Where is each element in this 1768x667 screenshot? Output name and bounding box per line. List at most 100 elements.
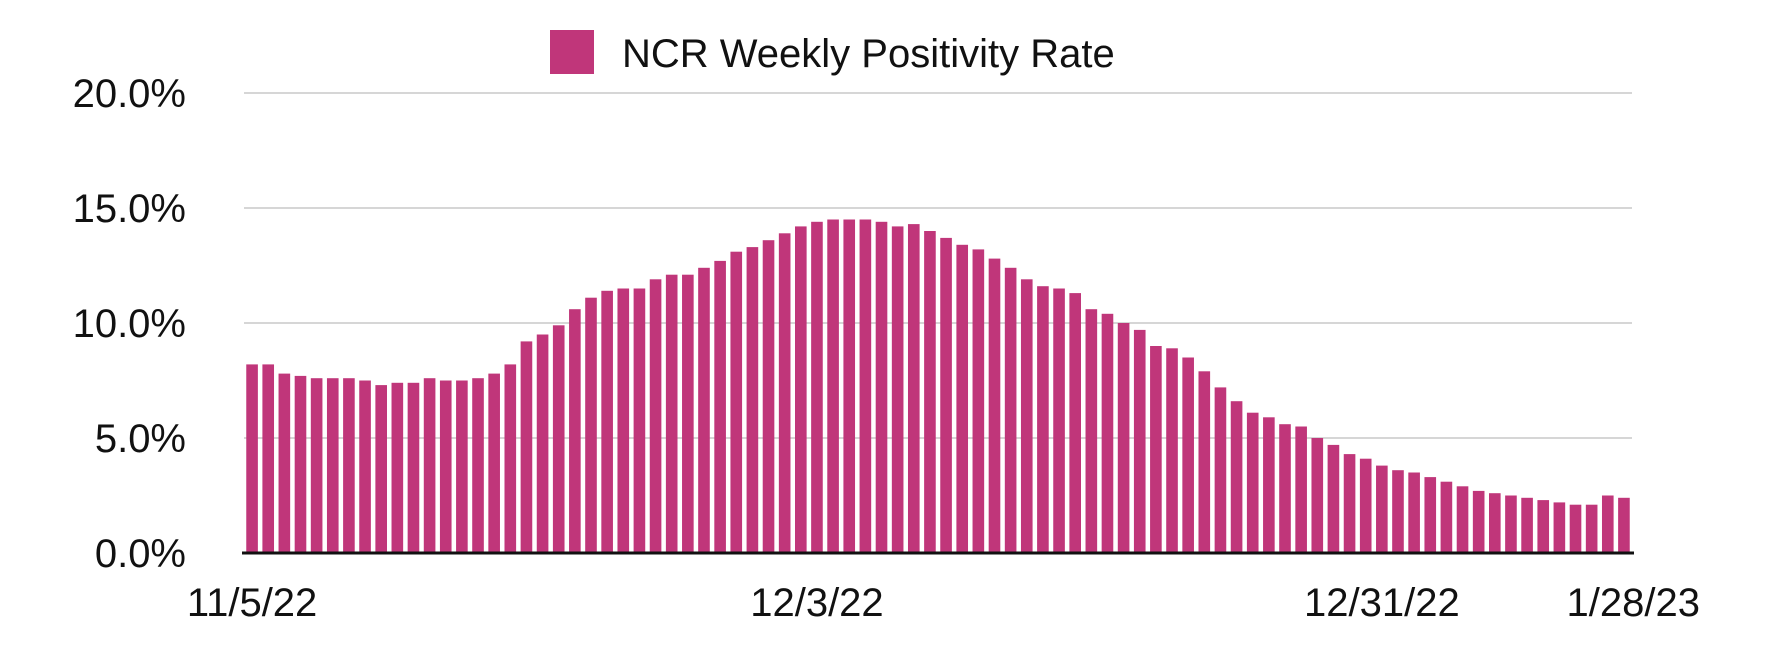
bar <box>456 380 468 553</box>
bar <box>988 258 1001 553</box>
bar <box>714 260 726 553</box>
bar <box>1246 412 1259 553</box>
bar <box>472 378 484 553</box>
bar <box>1440 481 1453 553</box>
bar <box>1537 500 1550 553</box>
bar <box>1521 497 1533 553</box>
bar <box>1214 387 1227 553</box>
bar <box>972 249 985 553</box>
bar <box>1327 444 1340 553</box>
bar <box>665 274 678 553</box>
bar <box>246 364 258 553</box>
bar <box>359 380 371 553</box>
bar <box>698 267 710 553</box>
y-tick-label: 20.0% <box>73 72 186 116</box>
x-tick-label: 1/28/23 <box>1567 581 1700 625</box>
bar <box>730 251 743 553</box>
bar <box>1585 504 1598 553</box>
bar <box>1505 495 1517 553</box>
bar <box>1166 348 1178 553</box>
bar <box>1472 490 1485 553</box>
bar <box>536 334 549 553</box>
bar <box>1085 309 1098 553</box>
bar <box>1182 357 1194 553</box>
bar <box>1150 346 1162 553</box>
y-tick-label: 0.0% <box>95 532 186 576</box>
bar <box>649 279 662 553</box>
bar <box>1263 417 1275 553</box>
bar <box>827 219 839 553</box>
bar <box>520 341 533 553</box>
bar <box>1069 293 1081 553</box>
bar <box>1133 329 1146 553</box>
legend-swatch <box>550 30 594 74</box>
bar <box>1101 313 1114 553</box>
bar <box>1359 458 1372 553</box>
bar <box>1343 454 1356 553</box>
bar <box>843 219 856 553</box>
bar <box>1489 493 1501 553</box>
bar <box>1053 288 1065 553</box>
bar <box>1408 472 1420 553</box>
x-tick-label: 12/31/22 <box>1304 581 1460 625</box>
bar <box>407 382 420 553</box>
bar <box>1618 497 1630 553</box>
bar <box>488 373 500 553</box>
bar <box>940 237 952 553</box>
bar <box>1601 495 1614 553</box>
bar <box>1553 502 1566 553</box>
bar <box>375 385 387 553</box>
bar <box>1456 486 1469 553</box>
bar <box>601 290 613 553</box>
bar <box>1037 286 1049 553</box>
bar <box>617 288 630 553</box>
bar <box>569 309 581 553</box>
x-tick-label: 11/5/22 <box>187 581 318 625</box>
bar <box>1311 438 1324 553</box>
bar <box>1424 477 1437 553</box>
bar <box>859 219 872 553</box>
bar <box>423 378 436 553</box>
bar <box>924 231 936 553</box>
bar <box>294 375 307 553</box>
bar <box>504 364 517 553</box>
bar <box>1295 426 1307 553</box>
bar <box>907 224 920 553</box>
bar <box>1569 504 1582 553</box>
bar <box>1198 371 1211 553</box>
y-axis-tick-labels: 0.0% 5.0% 10.0% 15.0% 20.0% <box>73 72 186 576</box>
bar <box>310 378 323 553</box>
bar <box>633 288 646 553</box>
bar <box>778 233 791 554</box>
bar <box>262 364 275 553</box>
legend: NCR Weekly Positivity Rate <box>550 30 1115 76</box>
x-tick-label: 12/3/22 <box>750 581 883 625</box>
bar <box>891 226 904 553</box>
bar <box>326 378 339 553</box>
bar <box>795 226 807 553</box>
bar <box>278 373 291 553</box>
bar <box>956 244 969 554</box>
y-tick-label: 15.0% <box>73 187 186 231</box>
bar <box>1392 470 1404 553</box>
bar <box>682 274 694 553</box>
bar <box>1020 279 1033 553</box>
bar <box>391 382 404 553</box>
bar <box>439 380 452 553</box>
x-axis-tick-labels: 11/5/22 12/3/22 12/31/22 1/28/23 <box>187 581 1700 625</box>
bar <box>811 221 823 554</box>
y-tick-label: 5.0% <box>95 417 186 461</box>
bar <box>1117 323 1130 553</box>
bar <box>585 297 597 553</box>
bar <box>1279 424 1291 553</box>
y-tick-label: 10.0% <box>73 302 186 346</box>
bar <box>875 221 888 554</box>
bar <box>1376 465 1388 553</box>
gridlines <box>244 92 1632 439</box>
bar <box>1230 401 1243 553</box>
bar-series <box>246 219 1630 554</box>
bar <box>762 240 775 553</box>
bar <box>1004 267 1017 553</box>
legend-label: NCR Weekly Positivity Rate <box>622 32 1115 76</box>
